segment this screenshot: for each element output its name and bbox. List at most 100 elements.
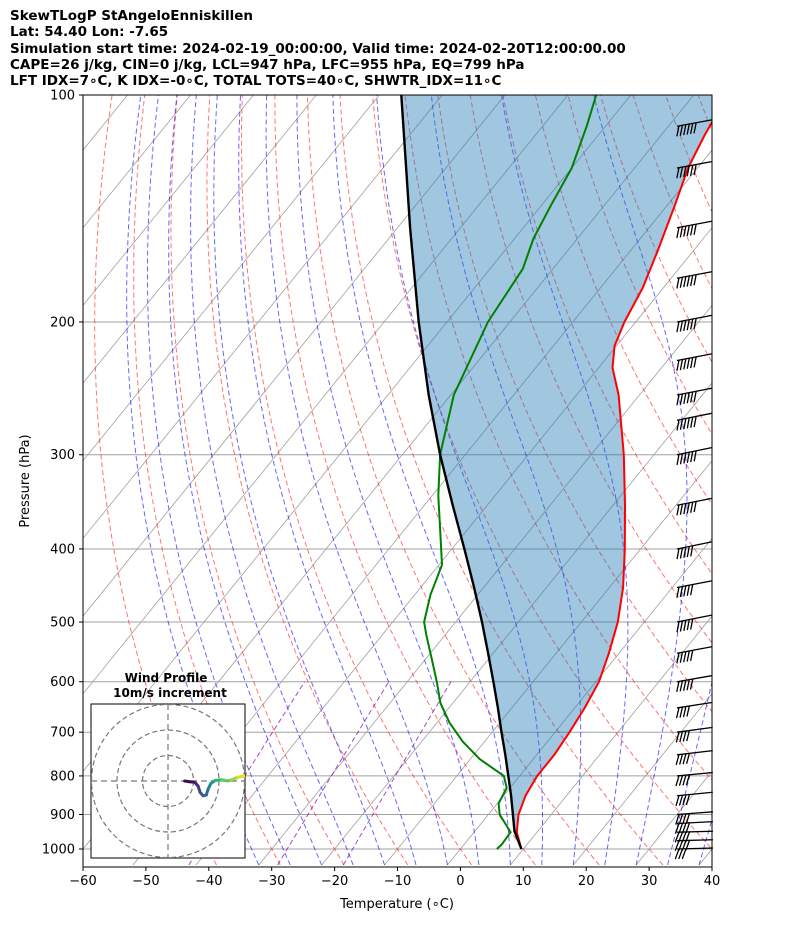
barb-flag xyxy=(686,679,690,691)
barb-flag xyxy=(685,813,691,825)
barb-flag xyxy=(686,165,690,177)
dry-adiabat xyxy=(731,95,794,865)
barb-shaft xyxy=(676,160,713,169)
barb-flag xyxy=(686,730,691,742)
barb-shaft xyxy=(676,811,713,816)
wind-barb xyxy=(676,160,713,179)
barb-flag xyxy=(674,848,680,860)
barb-flag xyxy=(674,831,680,843)
y-tick-label: 100 xyxy=(50,89,75,104)
y-tick-label: 300 xyxy=(50,448,75,463)
barb-flag xyxy=(676,167,680,179)
barb-flag xyxy=(675,754,680,766)
barb-flag xyxy=(685,840,691,851)
barb-flag xyxy=(683,651,687,663)
moist-adiabat xyxy=(332,95,511,866)
dry-adiabat xyxy=(404,95,712,781)
barb-flag xyxy=(686,319,690,331)
barb-shaft xyxy=(676,541,713,550)
parcel-line xyxy=(400,95,523,850)
x-tick-label: −10 xyxy=(384,874,411,889)
barb-flag xyxy=(678,840,684,851)
barb-flag xyxy=(678,775,684,786)
wind-barb xyxy=(676,645,713,664)
barb-flag xyxy=(679,419,684,430)
dry-adiabat xyxy=(306,95,600,866)
dry-adiabat xyxy=(665,95,712,214)
barb-flag xyxy=(679,731,684,743)
barb-flag xyxy=(683,620,687,631)
barb-flag xyxy=(683,547,687,558)
wind-barb xyxy=(676,580,713,598)
barb-flag xyxy=(685,774,691,786)
barb-flag xyxy=(690,502,694,513)
barb-flag xyxy=(679,226,684,238)
wind-barb xyxy=(676,270,713,289)
x-tick-label: −50 xyxy=(132,874,159,889)
isotherm-line xyxy=(83,95,254,307)
barb-flag xyxy=(678,848,684,860)
time-line: Simulation start time: 2024-02-19_00:00:… xyxy=(10,40,626,57)
dry-adiabat xyxy=(502,95,712,575)
barb-flag xyxy=(683,503,687,515)
y-tick-label: 1000 xyxy=(42,843,75,858)
isotherm-line xyxy=(83,95,443,540)
barb-flag xyxy=(675,731,680,743)
barb-flag xyxy=(683,225,687,237)
barb-flag xyxy=(676,277,680,289)
barb-shaft xyxy=(676,220,713,229)
isotherm-line xyxy=(83,95,380,462)
wind-profile-inset xyxy=(90,703,246,859)
moist-adiabat xyxy=(147,95,291,866)
isotherm-line xyxy=(510,615,712,866)
barb-flag xyxy=(690,357,694,369)
x-tick-label: 0 xyxy=(456,874,464,889)
chart-title: SkewTLogP StAngeloEnniskillen xyxy=(10,8,253,24)
x-tick-label: −20 xyxy=(321,874,348,889)
barb-flag xyxy=(683,393,687,405)
barb-flag xyxy=(685,794,691,806)
wind-barb xyxy=(675,726,713,743)
wind-barb xyxy=(675,771,713,787)
barb-flag xyxy=(682,794,687,806)
x-tick-label: 20 xyxy=(578,874,595,889)
barb-flag xyxy=(689,275,694,286)
barb-flag xyxy=(676,321,680,333)
barb-shaft xyxy=(676,446,713,456)
isotherm-line xyxy=(447,537,712,866)
barb-flag xyxy=(675,814,680,825)
isotherm-line xyxy=(698,848,712,866)
barb-flag xyxy=(690,318,694,330)
moist-adiabat xyxy=(238,95,417,866)
barb-flag xyxy=(686,123,690,135)
barb-flag xyxy=(686,705,690,717)
barb-flag xyxy=(683,585,687,597)
barb-flag xyxy=(686,585,690,596)
wind-barb xyxy=(676,314,713,333)
moist-adiabat xyxy=(376,95,543,866)
barb-flag xyxy=(679,277,684,288)
barb-flag xyxy=(679,547,684,559)
barb-flag xyxy=(679,652,684,663)
barb-flag xyxy=(686,275,690,287)
wind-barb xyxy=(676,119,713,137)
y-tick-label: 800 xyxy=(50,769,75,784)
barb-flag xyxy=(690,584,694,596)
barb-flag xyxy=(679,753,684,765)
barb-flag xyxy=(690,451,694,463)
barb-flag xyxy=(679,320,684,332)
barb-shaft xyxy=(676,701,713,709)
mixing-ratio-line xyxy=(277,681,390,866)
barb-flag xyxy=(683,124,687,136)
barb-flag xyxy=(683,418,687,430)
moist-adiabat xyxy=(667,679,712,866)
barb-flag xyxy=(693,501,697,513)
isotherm-line xyxy=(258,304,712,866)
barb-shaft xyxy=(676,645,713,654)
dry-adiabat xyxy=(437,95,712,713)
x-axis-label: Temperature (∘C) xyxy=(339,897,454,912)
axes: −60 −50 −40 −30 −20 −10 0 10 20 30 40 1000 900 800 700… xyxy=(42,89,720,890)
barb-flag xyxy=(693,450,697,462)
barb-flag xyxy=(689,224,694,236)
moist-adiabat xyxy=(213,95,386,866)
